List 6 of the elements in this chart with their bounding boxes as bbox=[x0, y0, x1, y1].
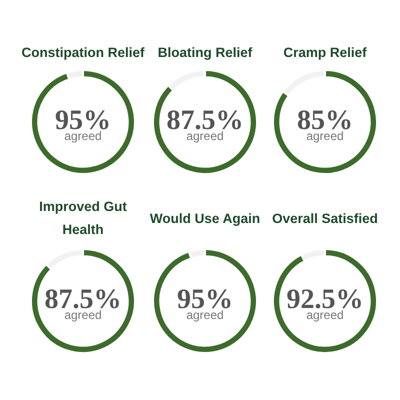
chart-title: Improved Gut Health bbox=[38, 198, 128, 239]
chart-title: Constipation Relief bbox=[21, 44, 144, 62]
chart-title: Cramp Relief bbox=[283, 44, 367, 62]
chart-title: Would Use Again bbox=[150, 210, 260, 228]
chart-title: Bloating Relief bbox=[158, 44, 252, 62]
chart-title: Overall Satisfied bbox=[272, 210, 378, 228]
